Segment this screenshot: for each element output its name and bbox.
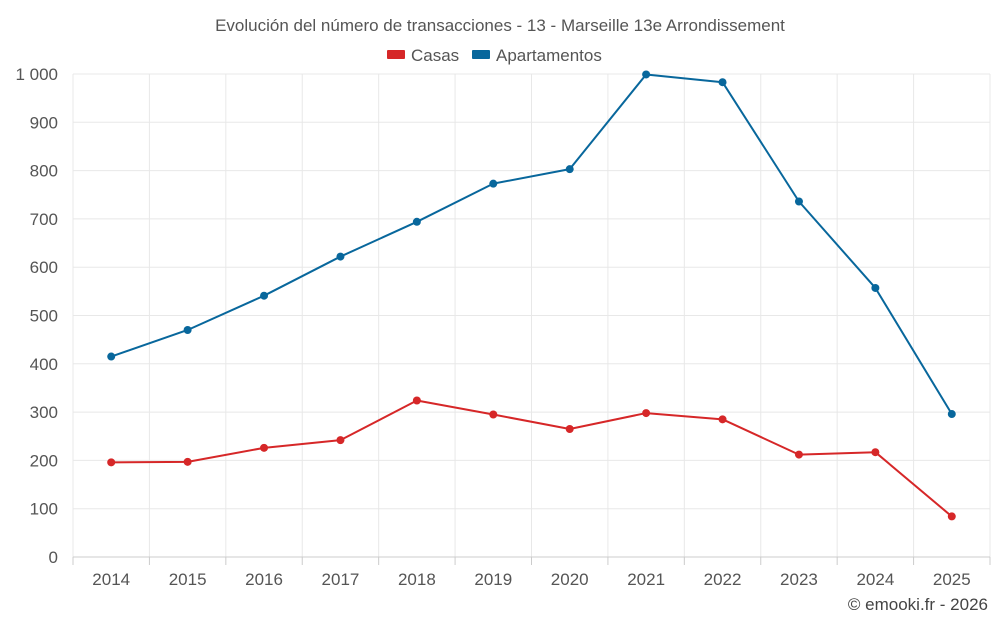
x-tick-label: 2023 — [780, 570, 818, 589]
data-point-apartamentos[interactable] — [412, 217, 421, 226]
legend-swatch-apartamentos — [472, 50, 490, 59]
y-tick-label: 600 — [30, 258, 58, 277]
y-tick-label: 1 000 — [15, 65, 58, 84]
y-tick-label: 100 — [30, 500, 58, 519]
x-tick-label: 2016 — [245, 570, 283, 589]
data-point-apartamentos[interactable] — [794, 197, 803, 206]
legend-swatch-casas — [387, 50, 405, 59]
data-point-casas[interactable] — [871, 448, 880, 457]
x-tick-label: 2021 — [627, 570, 665, 589]
legend: Casas Apartamentos — [387, 46, 602, 65]
y-tick-label: 500 — [30, 307, 58, 326]
y-tick-label: 0 — [49, 548, 58, 567]
x-tick-label: 2025 — [933, 570, 971, 589]
axes: 0 100 200 300 400 500 600 700 800 900 1 000 2014 201… — [15, 65, 991, 589]
data-point-casas[interactable] — [794, 450, 803, 459]
y-tick-label: 800 — [30, 162, 58, 181]
data-point-apartamentos[interactable] — [642, 70, 651, 79]
legend-label-apartamentos[interactable]: Apartamentos — [496, 46, 602, 65]
y-tick-label: 400 — [30, 355, 58, 374]
legend-label-casas[interactable]: Casas — [411, 46, 459, 65]
data-point-casas[interactable] — [489, 410, 498, 419]
data-point-apartamentos[interactable] — [183, 325, 192, 334]
data-point-apartamentos[interactable] — [107, 352, 116, 361]
data-point-apartamentos[interactable] — [336, 252, 345, 261]
data-point-casas[interactable] — [412, 396, 421, 405]
x-tick-label: 2017 — [322, 570, 360, 589]
data-point-apartamentos[interactable] — [565, 165, 574, 174]
grid — [72, 73, 991, 557]
data-point-casas[interactable] — [183, 457, 192, 466]
data-point-casas[interactable] — [260, 443, 269, 452]
x-tick-label: 2014 — [92, 570, 130, 589]
data-point-casas[interactable] — [336, 436, 345, 445]
y-tick-label: 900 — [30, 113, 58, 132]
data-point-casas[interactable] — [718, 415, 727, 424]
series-line-apartamentos — [110, 73, 953, 415]
y-tick-label: 200 — [30, 451, 58, 470]
data-point-casas[interactable] — [642, 409, 651, 418]
data-point-apartamentos[interactable] — [947, 410, 956, 419]
x-tick-label: 2020 — [551, 570, 589, 589]
series — [107, 70, 956, 521]
data-point-casas[interactable] — [565, 425, 574, 434]
x-tick-label: 2018 — [398, 570, 436, 589]
x-tick-label: 2015 — [169, 570, 207, 589]
data-point-apartamentos[interactable] — [489, 179, 498, 188]
data-point-casas[interactable] — [947, 512, 956, 521]
data-point-apartamentos[interactable] — [260, 291, 269, 300]
data-point-apartamentos[interactable] — [871, 283, 880, 292]
data-point-apartamentos[interactable] — [718, 78, 727, 87]
x-tick-label: 2022 — [704, 570, 742, 589]
x-tick-label: 2019 — [474, 570, 512, 589]
series-line-casas — [111, 399, 953, 518]
credit-text[interactable]: © emooki.fr - 2026 — [848, 595, 988, 614]
y-tick-label: 300 — [30, 403, 58, 422]
y-tick-label: 700 — [30, 210, 58, 229]
x-tick-label: 2024 — [856, 570, 894, 589]
chart-title: Evolución del número de transacciones - … — [215, 16, 785, 35]
data-point-casas[interactable] — [107, 458, 116, 467]
